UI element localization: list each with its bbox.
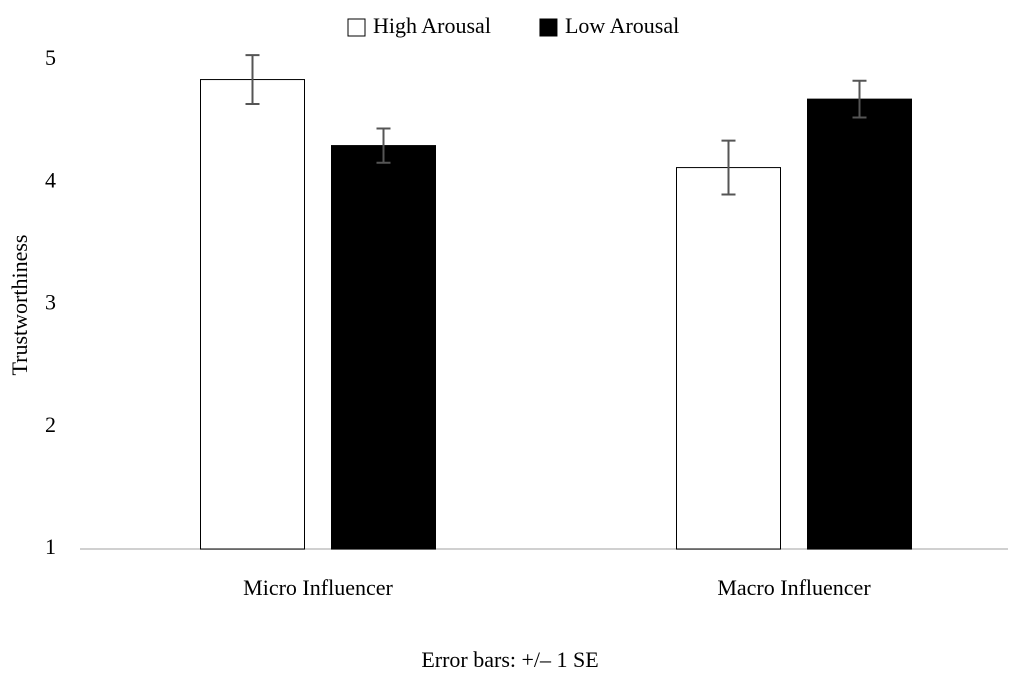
bar	[200, 79, 305, 550]
x-tick-label: Micro Influencer	[243, 575, 393, 600]
y-tick-label: 5	[45, 45, 56, 70]
y-tick-label: 1	[45, 534, 56, 559]
legend-label: High Arousal	[373, 13, 491, 38]
error-bar	[376, 127, 391, 164]
bar	[331, 145, 436, 550]
y-axis-label: Trustworthiness	[7, 235, 32, 376]
error-bar	[852, 79, 867, 119]
y-tick-label: 4	[45, 167, 56, 192]
footnote: Error bars: +/– 1 SE	[421, 647, 598, 672]
legend-label: Low Arousal	[565, 13, 679, 38]
y-tick-label: 3	[45, 290, 56, 315]
legend-swatch	[347, 18, 366, 37]
error-bar	[245, 54, 260, 106]
x-tick-label: Macro Influencer	[717, 575, 871, 600]
error-bar	[721, 139, 736, 196]
bar	[807, 98, 912, 550]
y-tick-label: 2	[45, 412, 56, 437]
legend-swatch	[539, 18, 558, 37]
bar	[676, 167, 781, 550]
